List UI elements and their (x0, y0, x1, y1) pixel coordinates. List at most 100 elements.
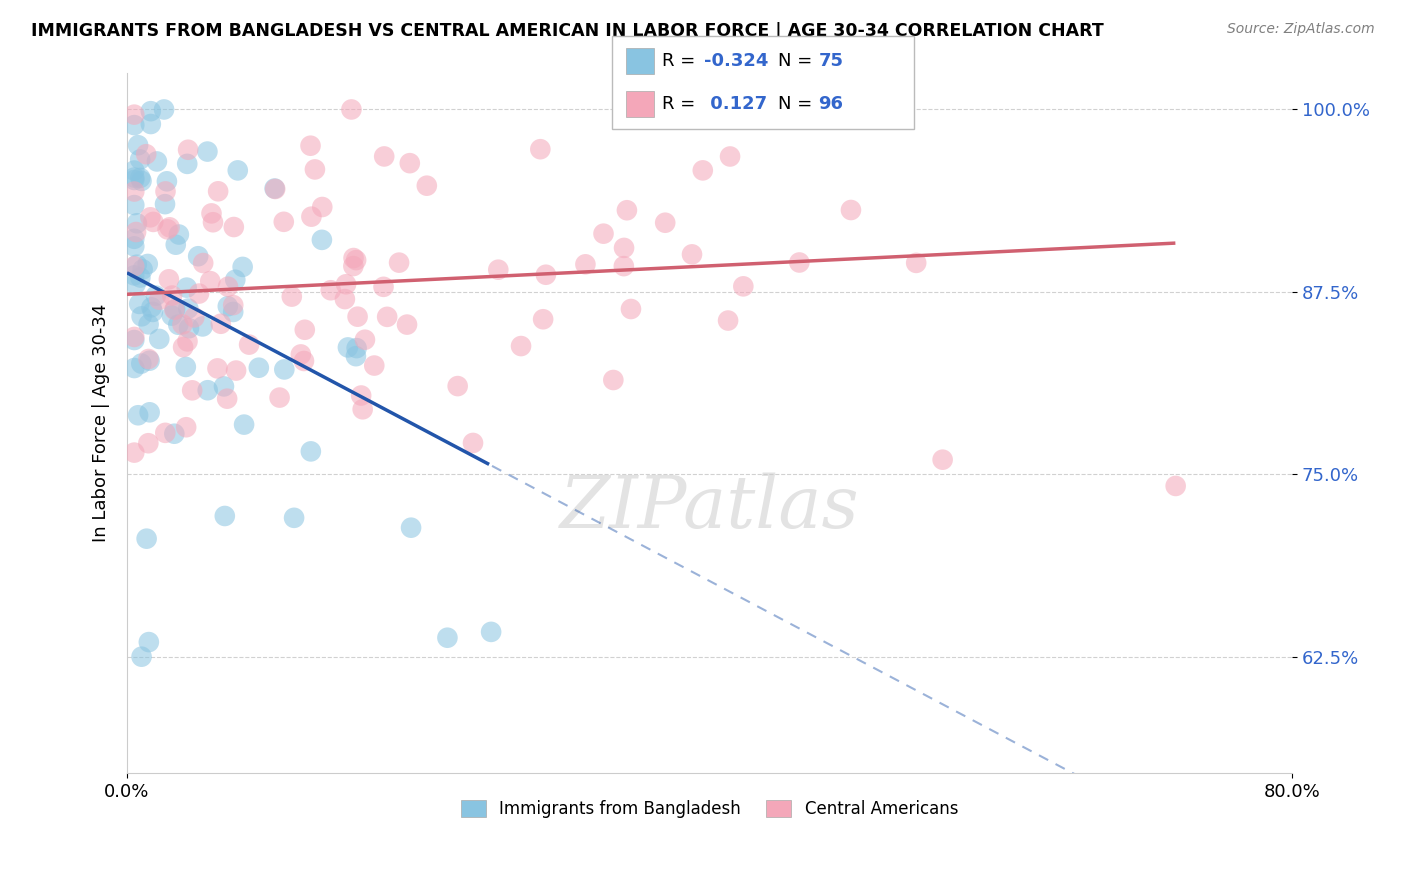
Point (340, 103, 363, 117)
Legend: Immigrants from Bangladesh, Central Americans: Immigrants from Bangladesh, Central Amer… (454, 793, 965, 824)
Point (395, 318, 418, 332)
Point (136, 257, 159, 271)
Point (931, 452, 953, 467)
Point (344, 253, 367, 268)
Point (311, 233, 333, 247)
Point (200, 206, 222, 220)
Point (174, 420, 197, 434)
Point (789, 255, 811, 269)
Point (131, 262, 153, 277)
Point (447, 379, 470, 393)
Point (247, 360, 270, 375)
Point (138, 405, 160, 419)
Point (226, 163, 249, 178)
Point (479, 624, 502, 639)
Text: Source: ZipAtlas.com: Source: ZipAtlas.com (1227, 22, 1375, 37)
Point (129, 153, 152, 167)
Point (461, 436, 484, 450)
Point (859, 103, 882, 117)
Point (183, 310, 205, 325)
Point (717, 313, 740, 327)
Point (290, 347, 312, 361)
Point (620, 301, 643, 316)
Point (222, 220, 245, 235)
Point (128, 297, 150, 311)
Point (264, 182, 287, 196)
Point (613, 259, 636, 273)
Point (177, 143, 200, 157)
Point (574, 257, 596, 271)
Point (225, 363, 247, 377)
Point (142, 305, 165, 319)
Point (124, 445, 146, 459)
Point (197, 145, 219, 159)
Point (217, 299, 239, 313)
Point (839, 202, 862, 217)
Point (209, 317, 232, 331)
Point (363, 359, 385, 373)
Point (129, 170, 152, 185)
Point (124, 118, 146, 132)
Point (124, 173, 146, 187)
Point (124, 108, 146, 122)
Point (232, 260, 254, 274)
Point (125, 216, 148, 230)
Point (176, 280, 198, 294)
Point (139, 117, 162, 131)
Point (176, 157, 198, 171)
Text: 96: 96 (818, 95, 844, 113)
Point (138, 635, 160, 649)
Point (263, 181, 285, 195)
Point (135, 147, 157, 161)
Point (148, 293, 170, 307)
Point (138, 318, 160, 332)
Point (197, 383, 219, 397)
Point (124, 239, 146, 253)
Point (124, 163, 146, 178)
Text: R =: R = (662, 95, 702, 113)
Point (201, 215, 224, 229)
Point (344, 349, 367, 363)
Point (156, 174, 179, 188)
Point (350, 388, 373, 402)
Point (733, 279, 755, 293)
Point (138, 353, 160, 368)
Point (200, 274, 222, 288)
Point (193, 256, 215, 270)
Point (138, 351, 160, 366)
Point (342, 251, 364, 265)
Point (399, 521, 422, 535)
Point (352, 402, 374, 417)
Point (141, 301, 163, 315)
Point (138, 436, 160, 450)
Point (222, 305, 245, 319)
Point (294, 323, 316, 337)
Point (398, 156, 420, 170)
Point (283, 511, 305, 525)
Point (342, 259, 364, 273)
Point (160, 309, 183, 323)
Point (176, 334, 198, 349)
Point (172, 318, 194, 332)
Point (165, 237, 187, 252)
Point (148, 332, 170, 346)
Point (153, 103, 176, 117)
Point (217, 279, 239, 293)
Point (292, 354, 315, 368)
Point (217, 392, 239, 406)
Y-axis label: In Labor Force | Age 30-34: In Labor Force | Age 30-34 (93, 304, 110, 542)
Point (354, 333, 377, 347)
Point (155, 185, 177, 199)
Point (146, 154, 169, 169)
Text: R =: R = (662, 52, 702, 70)
Point (299, 210, 322, 224)
Point (224, 273, 246, 287)
Point (135, 532, 157, 546)
Point (124, 170, 146, 185)
Point (304, 162, 326, 177)
Point (155, 425, 177, 440)
Text: N =: N = (778, 52, 817, 70)
Point (212, 379, 235, 393)
Point (160, 288, 183, 302)
Point (131, 310, 153, 324)
